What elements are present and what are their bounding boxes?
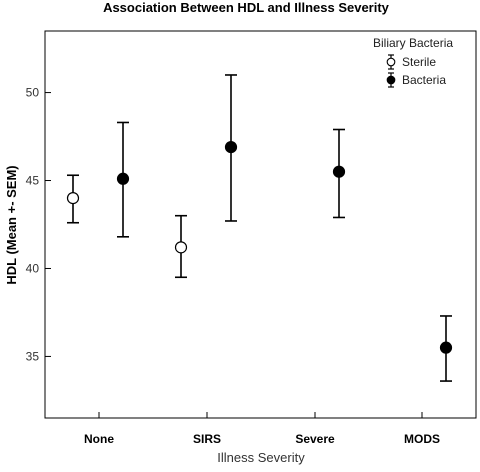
x-tick-label: MODS xyxy=(404,432,440,446)
error-bar-group xyxy=(332,128,346,219)
legend-title: Biliary Bacteria xyxy=(373,36,453,50)
x-axis-title: Illness Severity xyxy=(217,450,305,465)
sterile-marker xyxy=(66,192,80,205)
y-tick-label: 50 xyxy=(26,86,40,100)
error-bar-group xyxy=(224,74,238,222)
legend: Biliary Bacteria Sterile Bacteria xyxy=(373,36,453,88)
error-bar-group xyxy=(174,214,188,279)
error-bar-group xyxy=(439,315,453,382)
chart-title: Association Between HDL and Illness Seve… xyxy=(103,0,390,15)
y-axis-title: HDL (Mean +- SEM) xyxy=(4,165,19,284)
legend-bacteria-marker xyxy=(386,75,396,85)
y-tick-label: 35 xyxy=(26,349,40,363)
y-tick-label: 40 xyxy=(26,261,40,275)
x-tick-label: Severe xyxy=(295,432,335,446)
y-axis: 35 40 45 50 xyxy=(26,86,51,363)
x-tick-label: SIRS xyxy=(193,432,221,446)
bacteria-marker xyxy=(332,165,346,178)
sterile-marker xyxy=(174,241,188,254)
error-bar-group xyxy=(66,174,80,224)
legend-entry: Sterile xyxy=(386,54,436,70)
legend-sterile-marker xyxy=(386,57,396,67)
error-bar-group xyxy=(116,121,130,238)
legend-label: Sterile xyxy=(402,55,436,69)
legend-entry: Bacteria xyxy=(386,72,446,88)
legend-label: Bacteria xyxy=(402,73,446,87)
bacteria-marker xyxy=(439,341,453,354)
bacteria-marker xyxy=(116,172,130,185)
x-axis: None SIRS Severe MODS xyxy=(84,412,440,446)
plot-frame xyxy=(44,30,477,419)
data-marks xyxy=(66,74,453,382)
legend-entries: Sterile Bacteria xyxy=(386,54,446,88)
bacteria-marker xyxy=(224,141,238,154)
x-tick-label: None xyxy=(84,432,114,446)
y-tick-label: 45 xyxy=(26,174,40,188)
